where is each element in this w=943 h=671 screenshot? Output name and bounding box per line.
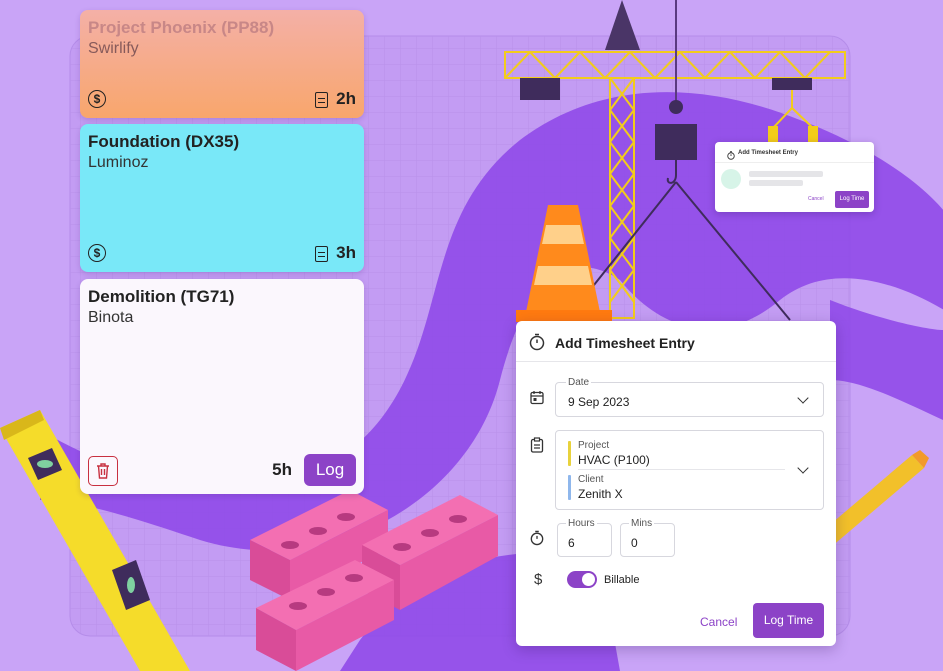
clipboard-icon [530,437,544,453]
add-timesheet-dialog: Add Timesheet Entry Date 9 Sep 2023 Proj… [516,321,836,646]
project-title: Project Phoenix (PP88) [88,18,275,37]
project-card-foundation[interactable]: Foundation (DX35) Luminoz $ 3h [80,124,364,272]
mins-input-value: 0 [631,536,638,550]
dialog-title: Add Timesheet Entry [555,335,695,351]
client-name: Luminoz [88,154,149,171]
document-icon [315,246,328,262]
client-name: Binota [88,309,134,326]
dialog-header: Add Timesheet Entry [516,321,836,362]
project-label: Project [578,440,610,451]
mini-avatar [721,169,741,189]
mini-timesheet-dialog: Add Timesheet Entry Cancel Log Time [715,142,874,212]
mins-field[interactable]: Mins 0 [620,518,675,557]
client-value: Zenith X [578,487,623,501]
bricks [250,490,498,671]
project-client-field[interactable]: Project HVAC (P100) Client Zenith X [555,430,824,510]
dollar-icon: $ [534,571,543,588]
dollar-icon: $ [88,90,106,108]
dollar-icon: $ [88,244,106,262]
chevron-down-icon [797,462,809,474]
hours-value: 2h [336,89,356,108]
hours-field[interactable]: Hours 6 [557,518,612,557]
stopwatch-icon [727,151,735,160]
document-icon [315,92,328,108]
project-card-demolition[interactable]: Demolition (TG71) Binota 5h Log [80,279,364,494]
stopwatch-icon [530,530,544,546]
hours-value: 3h [336,243,356,262]
delete-button[interactable] [88,456,118,486]
date-field[interactable]: Date 9 Sep 2023 [555,377,824,417]
client-color-bar [568,475,571,500]
client-label: Client [578,474,604,485]
stopwatch-icon [529,333,545,351]
billable-toggle[interactable] [567,571,597,588]
client-name: Swirlify [88,40,139,57]
project-title: Demolition (TG71) [88,287,235,306]
log-time-button[interactable]: Log Time [753,603,824,638]
project-card-phoenix[interactable]: Project Phoenix (PP88) Swirlify $ 2h [80,10,364,118]
billable-label: Billable [604,574,640,586]
spirit-level [0,410,190,671]
cancel-button[interactable]: Cancel [700,615,738,629]
log-button[interactable]: Log [304,454,356,486]
mins-label: Mins [629,518,655,529]
mini-dialog-title: Add Timesheet Entry [738,150,798,156]
project-color-bar [568,441,571,466]
date-value: 9 Sep 2023 [568,395,630,409]
chevron-down-icon [797,392,809,404]
mini-log-time-button: Log Time [835,191,869,208]
project-title: Foundation (DX35) [88,132,240,151]
trash-icon [97,463,109,479]
hours-value: 5h [272,460,292,479]
hours-label: Hours [566,518,597,529]
hours-input-value: 6 [568,536,575,550]
date-label: Date [566,377,592,388]
calendar-icon [530,391,544,405]
mini-cancel: Cancel [808,196,824,202]
project-value: HVAC (P100) [578,453,650,467]
traffic-cone [516,205,612,322]
